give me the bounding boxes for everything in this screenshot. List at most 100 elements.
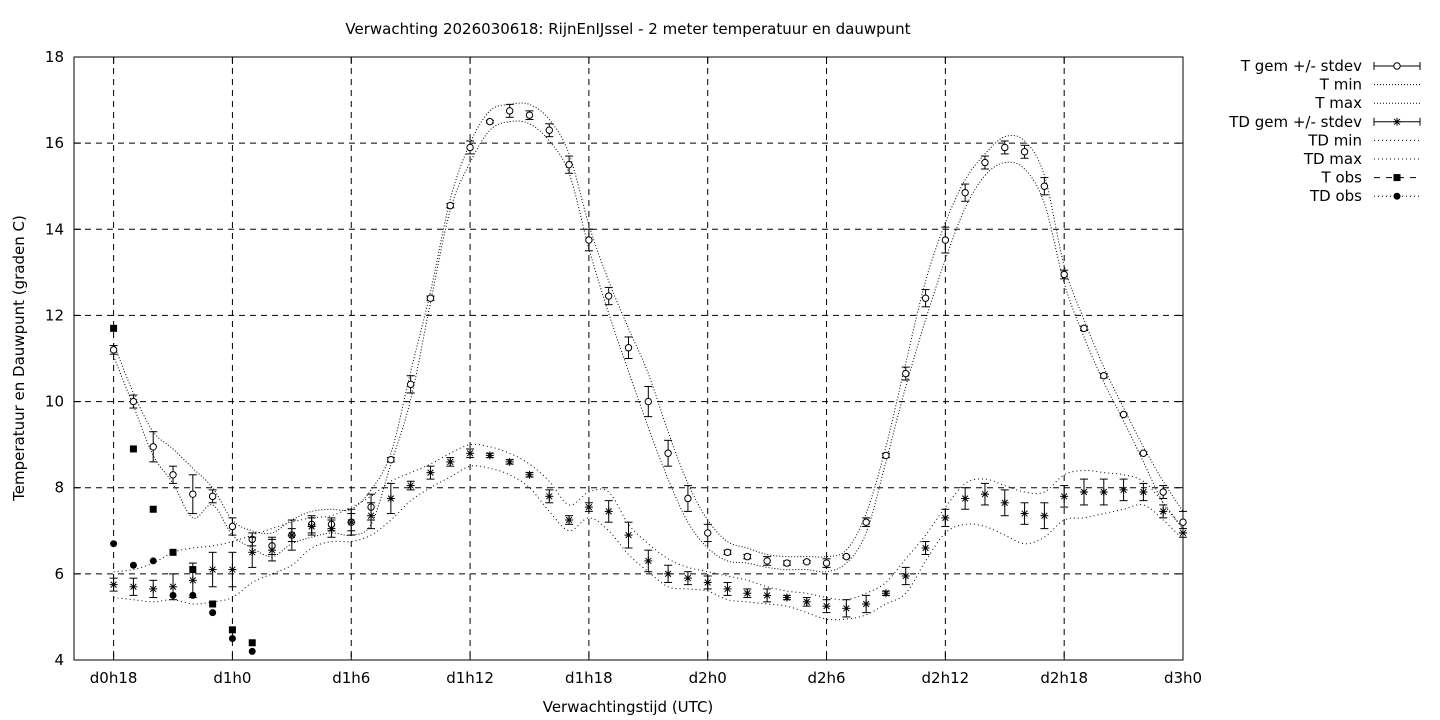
t-mean-point bbox=[1119, 410, 1128, 419]
t-mean-point bbox=[1139, 449, 1148, 457]
x-tick-label: d0h18 bbox=[90, 669, 138, 687]
t-mean-point bbox=[902, 369, 910, 378]
t-mean-point bbox=[941, 236, 950, 244]
td-mean-point bbox=[1079, 488, 1088, 497]
td-mean-point bbox=[565, 516, 574, 525]
legend-label-td-min: TD min bbox=[1307, 131, 1362, 149]
t-mean-point bbox=[565, 160, 573, 169]
x-tick-label: d1h18 bbox=[565, 669, 613, 687]
t-mean-point bbox=[604, 292, 613, 300]
td-mean-point bbox=[822, 602, 831, 611]
y-axis-label: Temperatuur en Dauwpunt (graden C) bbox=[10, 215, 28, 502]
t-mean-point bbox=[486, 117, 494, 126]
td-mean-point bbox=[1099, 488, 1108, 497]
t-mean-point bbox=[862, 518, 870, 526]
legend-label-t-obs: T obs bbox=[1321, 169, 1363, 187]
td-obs-point bbox=[169, 591, 177, 599]
y-tick-label: 6 bbox=[54, 565, 64, 583]
legend-label-td-obs: TD obs bbox=[1309, 187, 1362, 205]
td-mean-point bbox=[347, 518, 356, 527]
td-mean-point bbox=[1060, 492, 1069, 501]
td-mean-point bbox=[426, 468, 435, 477]
t-obs-point bbox=[189, 566, 197, 574]
td-obs-point bbox=[209, 609, 217, 617]
td-mean-point bbox=[782, 593, 791, 602]
t-mean-point bbox=[822, 559, 831, 567]
td-mean-point bbox=[624, 531, 633, 540]
legend-label-td-max: TD max bbox=[1303, 150, 1362, 168]
td-obs-point bbox=[189, 591, 197, 599]
td-mean-point bbox=[1179, 528, 1187, 537]
legend-marker bbox=[1393, 62, 1401, 70]
td-mean-point bbox=[109, 580, 118, 589]
x-tick-label: d3h0 bbox=[1164, 669, 1202, 687]
t-mean-point bbox=[723, 548, 732, 557]
td-mean-point bbox=[208, 565, 217, 574]
td-mean-point bbox=[1000, 498, 1009, 507]
t-mean-point bbox=[783, 559, 791, 567]
t-mean-point bbox=[406, 380, 415, 389]
legend-marker bbox=[1393, 192, 1401, 200]
t-mean-point bbox=[129, 397, 138, 406]
x-tick-label: d2h12 bbox=[922, 669, 970, 687]
series-td-min-line bbox=[113, 465, 1184, 621]
y-tick-label: 16 bbox=[45, 134, 64, 152]
legend-label-t-max: T max bbox=[1314, 94, 1362, 112]
t-mean-point bbox=[1060, 270, 1068, 279]
x-tick-label: d1h0 bbox=[213, 669, 251, 687]
td-mean-point bbox=[644, 556, 653, 565]
t-mean-point bbox=[525, 111, 534, 119]
t-obs-point bbox=[129, 445, 137, 453]
y-tick-label: 12 bbox=[45, 306, 64, 324]
t-obs-point bbox=[110, 324, 118, 332]
td-mean-point bbox=[386, 494, 395, 503]
td-mean-point bbox=[307, 522, 316, 531]
t-mean-point bbox=[466, 143, 474, 152]
td-mean-point bbox=[921, 544, 930, 553]
legend-label-t-mean: T gem +/- stdev bbox=[1240, 57, 1362, 75]
td-mean-point bbox=[228, 565, 237, 574]
td-mean-point bbox=[1139, 488, 1148, 497]
t-mean-point bbox=[624, 344, 633, 352]
t-obs-point bbox=[169, 548, 177, 556]
td-mean-point bbox=[149, 584, 158, 593]
y-tick-label: 18 bbox=[45, 48, 64, 66]
td-mean-point bbox=[980, 490, 989, 499]
td-mean-point bbox=[525, 470, 534, 479]
y-tick-label: 10 bbox=[45, 393, 64, 411]
td-mean-point bbox=[881, 589, 890, 598]
td-mean-point bbox=[1159, 507, 1168, 516]
t-mean-point bbox=[109, 346, 118, 354]
t-mean-point bbox=[664, 449, 672, 457]
x-axis-label: Verwachtingstijd (UTC) bbox=[543, 698, 714, 716]
x-tick-label: d2h0 bbox=[689, 669, 727, 687]
t-mean-point bbox=[149, 443, 157, 451]
td-mean-point bbox=[1040, 511, 1049, 520]
td-mean-point bbox=[842, 604, 851, 613]
td-mean-point bbox=[743, 589, 752, 598]
td-mean-point bbox=[248, 548, 257, 557]
t-mean-point bbox=[842, 552, 851, 561]
legend-marker bbox=[1393, 174, 1401, 182]
td-mean-point bbox=[901, 572, 910, 581]
t-mean-point bbox=[446, 201, 454, 210]
td-mean-point bbox=[664, 569, 673, 578]
x-tick-label: d1h6 bbox=[332, 669, 370, 687]
t-mean-point bbox=[189, 490, 197, 498]
series-t-max-line bbox=[113, 102, 1184, 558]
td-mean-point bbox=[485, 451, 494, 460]
series bbox=[109, 102, 1187, 655]
td-mean-point bbox=[505, 457, 514, 466]
t-mean-point bbox=[1159, 488, 1167, 496]
td-mean-point bbox=[941, 513, 950, 522]
td-mean-point bbox=[862, 600, 871, 609]
t-mean-point bbox=[803, 558, 811, 566]
td-mean-point bbox=[723, 584, 732, 593]
t-mean-point bbox=[644, 397, 653, 406]
plot-frame bbox=[73, 56, 1184, 661]
td-obs-point bbox=[248, 647, 256, 655]
td-mean-point bbox=[169, 582, 178, 591]
td-mean-point bbox=[584, 503, 593, 512]
y-tick-label: 4 bbox=[54, 651, 64, 669]
